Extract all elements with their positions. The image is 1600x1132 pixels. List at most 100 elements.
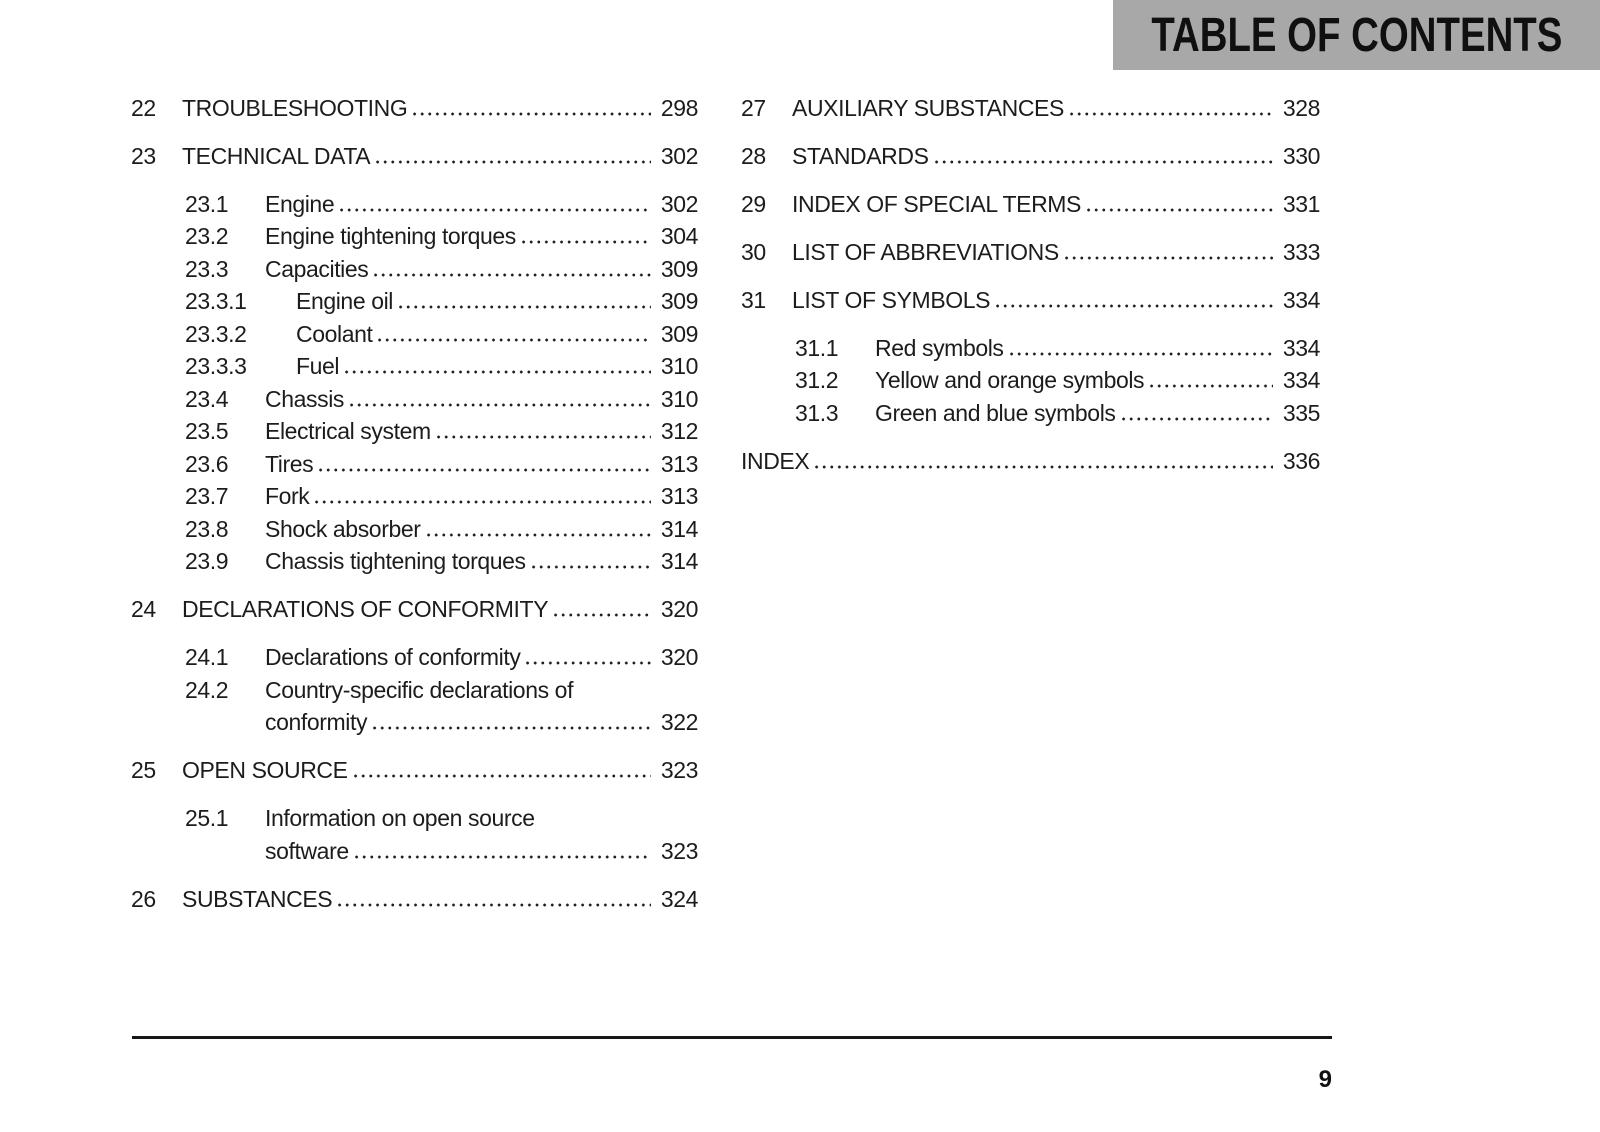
toc-entry-number: 23.3.1 bbox=[185, 288, 247, 314]
dot-leader bbox=[378, 337, 651, 342]
toc-entry-number: 23.7 bbox=[185, 483, 229, 509]
toc-entry-26: 26 SUBSTANCES 324 bbox=[131, 883, 698, 916]
toc-entry-number: 24 bbox=[131, 596, 156, 622]
toc-page-number: 333 bbox=[1282, 238, 1321, 265]
toc-entry-title-continued: conformity bbox=[265, 709, 368, 735]
dot-leader bbox=[353, 774, 651, 778]
dot-leader bbox=[1064, 255, 1273, 260]
toc-entry-27: 27 AUXILIARY SUBSTANCES 328 bbox=[741, 92, 1320, 125]
toc-entry-title: Capacities bbox=[265, 255, 369, 282]
toc-entry-title: OPEN SOURCE bbox=[182, 757, 348, 783]
toc-entry-title: STANDARDS bbox=[792, 142, 929, 169]
footer-page-number: 9 bbox=[1318, 1066, 1332, 1093]
toc-entry-24.2: 24.2 Country-specific declarations of conf… bbox=[131, 674, 698, 739]
toc-entry-title: Engine tightening torques bbox=[265, 223, 516, 249]
toc-page-number: 320 bbox=[660, 644, 699, 670]
toc-entry-index: INDEX 336 bbox=[741, 445, 1320, 478]
dot-leader bbox=[373, 726, 651, 730]
toc-entry-number: 23 bbox=[131, 142, 156, 169]
dot-leader bbox=[413, 111, 651, 116]
toc-entry-number: 31.3 bbox=[795, 399, 839, 426]
toc-entry-23.6: 23.6 Tires 313 bbox=[131, 448, 698, 481]
toc-entry-title: Shock absorber bbox=[265, 515, 421, 542]
toc-entry-number: 24.2 bbox=[185, 676, 229, 703]
dot-leader bbox=[426, 532, 651, 537]
page-title: TABLE OF CONTENTS bbox=[1151, 8, 1562, 62]
toc-page-number: 323 bbox=[660, 757, 699, 783]
toc-page-number: 314 bbox=[660, 548, 699, 574]
dot-leader bbox=[934, 159, 1273, 164]
toc-entry-title: Green and blue symbols bbox=[875, 399, 1116, 426]
toc-entry-29: 29 INDEX OF SPECIAL TERMS 331 bbox=[741, 188, 1320, 221]
toc-entry-23: 23 TECHNICAL DATA 302 bbox=[131, 140, 698, 173]
toc-entry-title: Country-specific declarations of bbox=[265, 676, 574, 703]
toc-page-number: 312 bbox=[660, 418, 699, 444]
toc-entry-22: 22 TROUBLESHOOTING 298 bbox=[131, 92, 698, 125]
toc-entry-number: 27 bbox=[741, 94, 766, 121]
toc-entry-number: 26 bbox=[131, 885, 156, 912]
dot-leader bbox=[1150, 384, 1273, 388]
toc-entry-number: 23.1 bbox=[185, 190, 229, 217]
dot-leader bbox=[350, 402, 651, 407]
dot-leader bbox=[521, 240, 651, 244]
toc-entry-23.7: 23.7 Fork 313 bbox=[131, 480, 698, 513]
toc-entry-title: Engine bbox=[265, 190, 335, 217]
toc-entry-number: 23.6 bbox=[185, 450, 229, 477]
table-of-contents-banner: TABLE OF CONTENTS bbox=[1113, 0, 1600, 70]
toc-entry-title: TROUBLESHOOTING bbox=[182, 94, 408, 121]
toc-entry-23.1: 23.1 Engine 302 bbox=[131, 188, 698, 221]
toc-entry-number: 23.9 bbox=[185, 548, 229, 574]
toc-page-number: 302 bbox=[660, 190, 699, 217]
toc-entry-30: 30 LIST OF ABBREVIATIONS 333 bbox=[741, 236, 1320, 269]
toc-entry-25.1-line1: 25.1 Information on open source bbox=[131, 802, 698, 835]
toc-page-number: 335 bbox=[1282, 399, 1321, 426]
toc-page-number: 323 bbox=[660, 837, 699, 864]
toc-entry-23.9: 23.9 Chassis tightening torques 314 bbox=[131, 545, 698, 578]
toc-entry-31.3: 31.3 Green and blue symbols 335 bbox=[741, 397, 1320, 430]
toc-page-number: 302 bbox=[660, 142, 699, 169]
toc-entry-title: Information on open source bbox=[265, 805, 535, 831]
toc-entry-number: 29 bbox=[741, 190, 766, 217]
toc-page-number: 314 bbox=[660, 515, 699, 542]
dot-leader bbox=[1009, 351, 1273, 356]
toc-entry-title: Fork bbox=[265, 483, 310, 509]
toc-entry-25.1: 25.1 Information on open source software 32… bbox=[131, 802, 698, 867]
toc-entry-number: 30 bbox=[741, 238, 766, 265]
dot-leader bbox=[374, 272, 651, 277]
toc-entry-title: Declarations of conformity bbox=[265, 644, 521, 670]
toc-entry-title: DECLARATIONS OF CONFORMITY bbox=[182, 596, 549, 622]
dot-leader bbox=[399, 305, 651, 309]
toc-entry-31: 31 LIST OF SYMBOLS 334 bbox=[741, 284, 1320, 317]
toc-entry-number: 23.3 bbox=[185, 255, 229, 282]
toc-entry-number: 28 bbox=[741, 142, 766, 169]
toc-entry-number: 24.1 bbox=[185, 644, 229, 670]
toc-page-number: 320 bbox=[660, 596, 699, 622]
toc-entry-25: 25 OPEN SOURCE 323 bbox=[131, 754, 698, 787]
toc-entry-number: 31 bbox=[741, 286, 766, 313]
toc-entry-28: 28 STANDARDS 330 bbox=[741, 140, 1320, 173]
toc-entry-23.3: 23.3 Capacities 309 bbox=[131, 253, 698, 286]
dot-leader bbox=[1087, 207, 1273, 212]
dot-leader bbox=[815, 464, 1273, 469]
toc-entry-23.2: 23.2 Engine tightening torques 304 bbox=[131, 220, 698, 253]
toc-page-number: 334 bbox=[1282, 367, 1321, 393]
toc-entry-number: 25 bbox=[131, 757, 156, 783]
toc-page-number: 313 bbox=[660, 450, 699, 477]
dot-leader bbox=[340, 207, 651, 212]
toc-entry-number: 31.2 bbox=[795, 367, 839, 393]
toc-entry-title: Red symbols bbox=[875, 334, 1004, 361]
toc-page-number: 331 bbox=[1282, 190, 1321, 217]
dot-leader bbox=[554, 613, 651, 617]
toc-entry-title: Coolant bbox=[296, 320, 373, 347]
toc-page-number: 298 bbox=[660, 94, 699, 121]
dot-leader bbox=[531, 565, 651, 569]
dot-leader bbox=[319, 467, 651, 472]
toc-page-number: 336 bbox=[1282, 447, 1321, 474]
toc-page-number: 309 bbox=[660, 320, 699, 347]
dot-leader bbox=[1121, 416, 1273, 421]
toc-entry-title: Chassis bbox=[265, 385, 345, 412]
toc-page-number: 310 bbox=[660, 353, 699, 379]
toc-entry-23.4: 23.4 Chassis 310 bbox=[131, 383, 698, 416]
toc-entry-title: LIST OF SYMBOLS bbox=[792, 286, 991, 313]
toc-entry-24.2-line2: conformity 322 bbox=[131, 706, 698, 739]
